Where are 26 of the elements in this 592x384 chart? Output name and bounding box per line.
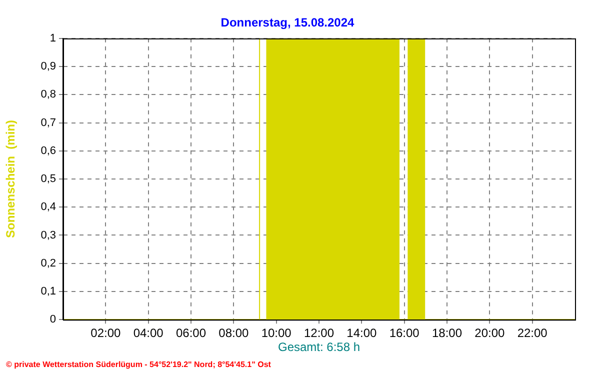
x-tick-label: 10:00 [261, 326, 292, 340]
x-tick-label: 06:00 [176, 326, 206, 340]
x-tick-label: 20:00 [474, 326, 506, 340]
x-tick-label: 12:00 [304, 326, 334, 340]
y-tick-label: 0,5 [40, 173, 56, 186]
x-tick-label: 14:00 [346, 326, 378, 340]
x-tick-label: 16:00 [389, 326, 420, 340]
y-tick-label: 1 [50, 32, 56, 44]
y-tick-label: 0,8 [40, 88, 56, 101]
y-tick-label: 0,9 [40, 60, 56, 73]
y-tick-label: 0,6 [40, 144, 56, 157]
x-tick-label: 22:00 [517, 326, 548, 340]
y-tick-label: 0,1 [40, 286, 56, 298]
y-axis-title: Sonnenschein (min) [4, 120, 18, 238]
text: © private Wetterstation Süderlügum - 54°52'19.2" Nord; 8°54'45.1" Ost [6, 360, 272, 370]
y-tick-label: 0,4 [40, 201, 56, 214]
x-tick-label: 08:00 [218, 326, 250, 340]
x-tick-label: 02:00 [90, 326, 122, 340]
chart-title: Donnerstag, 15.08.2024 [220, 16, 355, 30]
y-tick-label: 0,7 [40, 116, 56, 129]
text: Gesamt: 6:58 h [278, 340, 360, 354]
y-tick-label: 0 [50, 314, 56, 326]
x-tick-label: 04:00 [133, 326, 164, 340]
y-tick-label: 0,2 [40, 257, 56, 270]
y-tick-label: 0,3 [40, 229, 56, 242]
x-tick-label: 18:00 [432, 326, 462, 340]
